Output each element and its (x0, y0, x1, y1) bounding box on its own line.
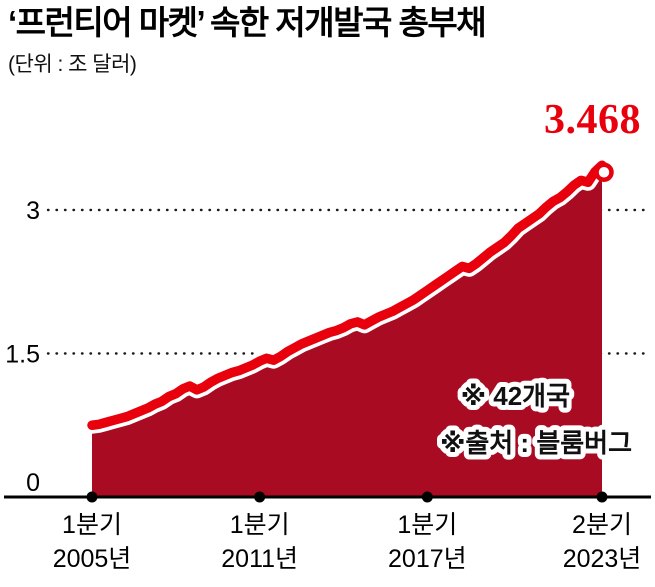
chart-title: ‘프런티어 마켓’ 속한 저개발국 총부채 (8, 4, 487, 41)
note-source: ※출처 : 블룸버그 (440, 428, 632, 458)
note-country-count: ※ 42개국 (461, 381, 570, 411)
peak-value-label: 3.468 (544, 97, 641, 143)
x-tick-marker (86, 491, 98, 503)
endpoint-marker (594, 162, 614, 182)
y-axis-label: 0 (26, 469, 40, 497)
y-axis-label: 3 (26, 197, 40, 225)
x-axis-label-year: 2023년 (563, 545, 642, 573)
series-line (87, 160, 607, 430)
x-axis-label-quarter: 1분기 (397, 511, 457, 539)
x-axis-label-quarter: 1분기 (62, 511, 122, 539)
x-axis-label-year: 2011년 (221, 545, 298, 573)
chart-unit-label: (단위 : 조 달러) (8, 52, 137, 76)
x-axis-label-quarter: 2분기 (572, 511, 632, 539)
x-axis-label-quarter: 1분기 (230, 511, 290, 539)
x-tick-marker (254, 491, 266, 503)
x-axis-label-year: 2017년 (388, 545, 467, 573)
x-axis-label-year: 2005년 (53, 545, 132, 573)
y-axis-label: 1.5 (5, 341, 40, 369)
chart-header: ‘프런티어 마켓’ 속한 저개발국 총부채 (단위 : 조 달러) (8, 4, 608, 78)
x-tick-marker (596, 491, 608, 503)
x-tick-marker (421, 491, 433, 503)
